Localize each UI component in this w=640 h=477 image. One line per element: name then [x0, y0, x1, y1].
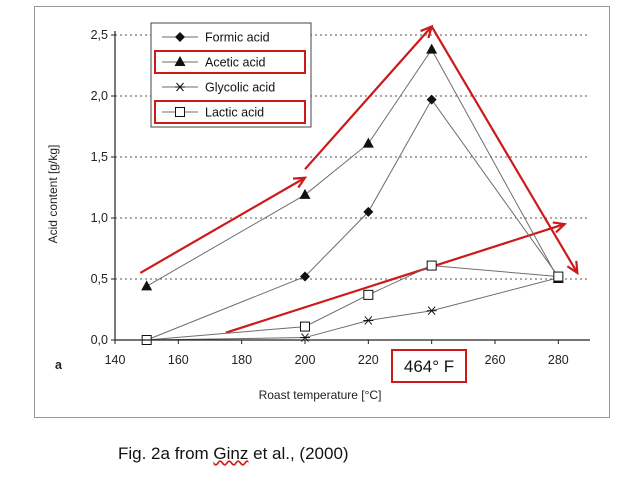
point-acetic-acid	[362, 137, 374, 148]
series-lines	[141, 43, 564, 345]
x-ticks: 140160180200220240260280	[105, 340, 569, 367]
y-tick-label: 2,5	[91, 28, 108, 42]
y-tick-label: 0,0	[91, 333, 108, 347]
x-tick-label: 140	[105, 353, 126, 367]
x-axis-title: Roast temperature [°C]	[259, 388, 382, 402]
point-lactic-acid	[363, 289, 374, 300]
legend-label-formic-acid: Formic acid	[205, 31, 270, 45]
x-tick-label: 200	[295, 353, 316, 367]
trend-arrow	[225, 221, 568, 334]
point-formic-acid	[300, 271, 310, 282]
y-ticks: 0,0 0,5 1,0 1,5 2,0 2,5	[91, 28, 115, 347]
legend-marker-formic-acid	[175, 32, 185, 42]
figure-caption: Fig. 2a from Ginz et al., (2000)	[118, 444, 349, 464]
point-lactic-acid	[426, 260, 437, 271]
panel-label: a	[55, 358, 63, 372]
point-formic-acid	[426, 94, 437, 105]
legend-highlight-lactic-acid	[154, 100, 306, 124]
x-tick-label: 260	[485, 353, 506, 367]
point-acetic-acid	[299, 188, 311, 199]
figure-frame: 140160180200220240260280 0,00,51,01,52,0…	[34, 6, 610, 418]
legend-marker-acetic-acid	[174, 56, 186, 66]
x-tick-label: 160	[168, 353, 189, 367]
series-line-lactic-acid	[146, 265, 559, 341]
legend-label-glycolic-acid: Glycolic acid	[205, 81, 275, 95]
grid	[115, 34, 590, 280]
caption-prefix: Fig. 2a from	[118, 444, 214, 463]
y-axis-title: Acid content [g/kg]	[46, 145, 60, 244]
trend-arrow	[304, 24, 434, 170]
annotation-text: 464° F	[404, 357, 454, 376]
legend-label-lactic-acid: Lactic acid	[205, 106, 264, 120]
trend-arrow	[139, 176, 308, 274]
legend-item-formic-acid: Formic acid	[162, 31, 270, 45]
legend-item-acetic-acid: Acetic acid	[154, 50, 306, 74]
x-tick-label: 280	[548, 353, 569, 367]
trend-arrow	[430, 25, 579, 276]
x-tick-label: 180	[231, 353, 252, 367]
trend-arrows	[139, 24, 579, 334]
point-formic-acid	[363, 206, 374, 217]
x-tick-label: 220	[358, 353, 379, 367]
y-tick-label: 2,0	[91, 89, 108, 103]
legend-label-acetic-acid: Acetic acid	[205, 56, 265, 70]
axes	[114, 31, 590, 341]
y-tick-label: 0,5	[91, 272, 108, 286]
point-acetic-acid	[426, 43, 438, 54]
y-tick-label: 1,0	[91, 211, 108, 225]
y-tick-label: 1,5	[91, 150, 108, 164]
caption-author: Ginz	[213, 444, 249, 463]
legend-marker-lactic-acid	[175, 107, 185, 117]
point-glycolic-acid	[363, 316, 374, 325]
point-acetic-acid	[141, 280, 153, 291]
legend-item-glycolic-acid: Glycolic acid	[162, 81, 275, 95]
series-line-glycolic-acid	[146, 277, 559, 341]
chart: 140160180200220240260280 0,00,51,01,52,0…	[46, 22, 590, 402]
legend-item-lactic-acid: Lactic acid	[154, 100, 306, 124]
point-glycolic-acid	[426, 306, 437, 316]
caption-suffix: et al., (2000)	[248, 444, 349, 463]
point-lactic-acid	[300, 321, 310, 332]
annotation-box	[391, 349, 467, 383]
temperature-annotation: 464° F	[391, 349, 467, 383]
point-lactic-acid	[553, 271, 564, 282]
legend-highlight-acetic-acid	[154, 50, 306, 74]
legend-marker-glycolic-acid	[175, 82, 185, 92]
legend: Formic acid Acetic acid Glycolic acid Lacti…	[150, 22, 312, 128]
